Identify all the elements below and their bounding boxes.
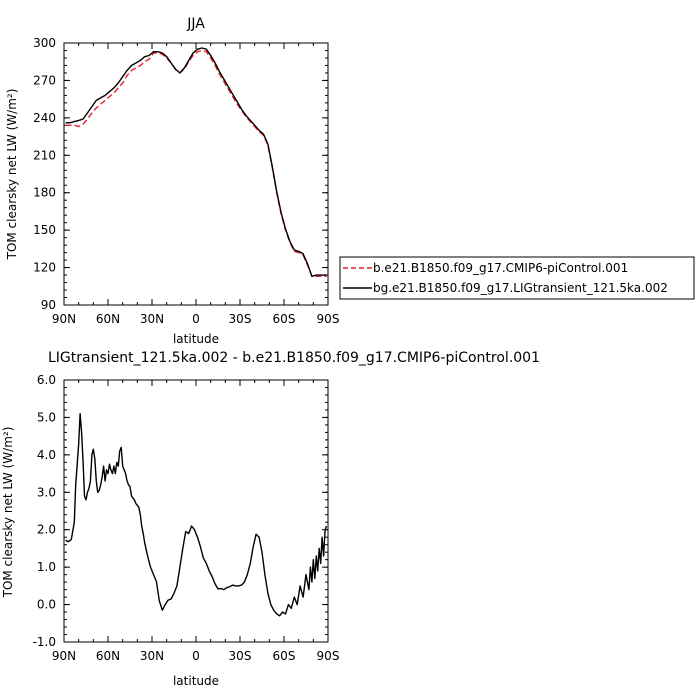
bottom-xtick-label: 90S — [317, 649, 340, 663]
top-ytick-label: 90 — [41, 298, 56, 312]
bottom-ylabel: TOM clearsky net LW (W/m²) — [1, 427, 15, 599]
bottom-ytick-label: 2.0 — [37, 523, 56, 537]
top-ytick-label: 180 — [33, 186, 56, 200]
top-ytick-label: 240 — [33, 111, 56, 125]
top-axis-ticks: 90N 60N 30N 0 30S 60S 90S 90 120 150 180 210 240 270 3… — [33, 36, 339, 326]
top-xtick-label: 60S — [273, 312, 296, 326]
top-ylabel: TOM clearsky net LW (W/m²) — [5, 89, 19, 261]
bottom-ytick-label: 0.0 — [37, 598, 56, 612]
bottom-xtick-label: 30S — [229, 649, 252, 663]
top-xtick-label: 90S — [317, 312, 340, 326]
legend-label-picontrol: b.e21.B1850.f09_g17.CMIP6-piControl.001 — [373, 261, 628, 275]
bottom-axis-ticks: 90N 60N 30N 0 30S 60S 90S -1.0 0.0 1.0 2.0 3.0 4.0 5.… — [33, 373, 340, 663]
bottom-ytick-label: 5.0 — [37, 410, 56, 424]
bottom-series-group — [65, 413, 328, 617]
bottom-ytick-label: 3.0 — [37, 485, 56, 499]
top-series-group — [65, 47, 327, 277]
top-series-line-1 — [65, 47, 327, 277]
bottom-xtick-label: 60N — [96, 649, 120, 663]
bottom-chart-title: LIGtransient_121.5ka.002 - b.e21.B1850.f… — [48, 350, 540, 366]
top-xtick-label: 0 — [192, 312, 200, 326]
bottom-xtick-label: 0 — [192, 649, 200, 663]
top-panel: JJA 90N 60N 30N 0 30S 60S 90S 90 120 150 180 210 240… — [5, 16, 339, 346]
top-xtick-label: 60N — [96, 312, 120, 326]
top-xtick-label: 30S — [229, 312, 252, 326]
top-ytick-label: 150 — [33, 223, 56, 237]
bottom-series-line-0 — [65, 413, 328, 617]
bottom-xtick-label: 90N — [52, 649, 76, 663]
bottom-ytick-label: 4.0 — [37, 448, 56, 462]
legend-box — [339, 256, 695, 300]
top-series-line-0 — [65, 49, 327, 277]
top-xlabel: latitude — [173, 332, 219, 346]
bottom-xlabel: latitude — [173, 674, 219, 688]
top-xtick-label: 30N — [140, 312, 164, 326]
bottom-xtick-label: 60S — [273, 649, 296, 663]
top-plot-frame — [63, 42, 329, 306]
legend-label-ligtransient: bg.e21.B1850.f09_g17.LIGtransient_121.5k… — [373, 281, 668, 295]
top-ytick-label: 270 — [33, 73, 56, 87]
top-ytick-label: 300 — [33, 36, 56, 50]
legend: b.e21.B1850.f09_g17.CMIP6-piControl.001 … — [339, 256, 695, 300]
top-chart-title: JJA — [186, 16, 205, 32]
bottom-ytick-label: 1.0 — [37, 560, 56, 574]
bottom-xtick-label: 30N — [140, 649, 164, 663]
bottom-ytick-label: -1.0 — [33, 635, 56, 649]
top-xtick-label: 90N — [52, 312, 76, 326]
bottom-ytick-label: 6.0 — [37, 373, 56, 387]
top-ytick-label: 120 — [33, 261, 56, 275]
top-ytick-label: 210 — [33, 148, 56, 162]
bottom-panel: LIGtransient_121.5ka.002 - b.e21.B1850.f… — [1, 350, 540, 688]
bottom-plot-frame — [63, 379, 329, 643]
